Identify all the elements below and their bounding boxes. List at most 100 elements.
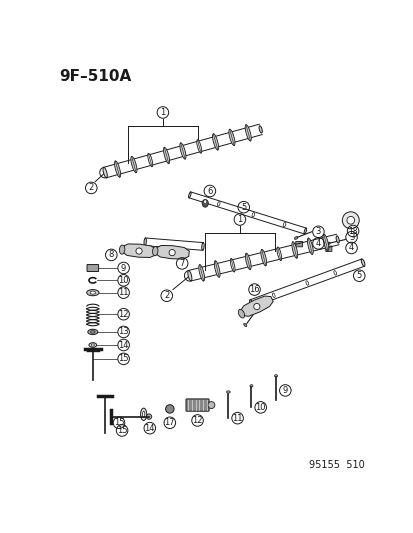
Ellipse shape bbox=[259, 126, 262, 133]
Ellipse shape bbox=[335, 236, 338, 243]
FancyBboxPatch shape bbox=[295, 241, 302, 247]
Text: 8: 8 bbox=[108, 251, 114, 260]
Text: 17: 17 bbox=[164, 418, 175, 427]
Text: 3: 3 bbox=[315, 227, 320, 236]
Ellipse shape bbox=[307, 238, 313, 254]
Circle shape bbox=[342, 212, 358, 229]
Ellipse shape bbox=[188, 270, 191, 281]
Text: 9: 9 bbox=[121, 263, 126, 272]
Text: 6: 6 bbox=[206, 187, 212, 196]
Text: 18: 18 bbox=[347, 227, 357, 236]
Ellipse shape bbox=[88, 329, 97, 335]
Ellipse shape bbox=[249, 385, 252, 387]
Ellipse shape bbox=[201, 243, 204, 251]
Text: 15: 15 bbox=[118, 354, 128, 364]
Ellipse shape bbox=[294, 237, 297, 239]
Ellipse shape bbox=[291, 242, 297, 259]
Ellipse shape bbox=[326, 242, 330, 245]
Text: 7: 7 bbox=[179, 259, 184, 268]
Ellipse shape bbox=[147, 154, 152, 167]
Text: 12: 12 bbox=[118, 310, 128, 319]
Ellipse shape bbox=[226, 391, 230, 393]
Text: 13: 13 bbox=[118, 327, 128, 336]
Ellipse shape bbox=[202, 199, 208, 207]
Ellipse shape bbox=[212, 134, 218, 150]
Ellipse shape bbox=[91, 344, 94, 346]
Ellipse shape bbox=[114, 161, 120, 177]
Ellipse shape bbox=[179, 143, 185, 159]
FancyBboxPatch shape bbox=[325, 246, 331, 252]
Ellipse shape bbox=[140, 408, 146, 421]
Ellipse shape bbox=[188, 192, 191, 198]
Text: 15: 15 bbox=[116, 426, 127, 435]
Ellipse shape bbox=[144, 238, 146, 246]
Text: 10: 10 bbox=[118, 276, 128, 285]
Text: 2: 2 bbox=[88, 183, 94, 192]
Ellipse shape bbox=[142, 411, 145, 417]
Ellipse shape bbox=[198, 264, 204, 281]
Ellipse shape bbox=[103, 167, 107, 177]
Text: 5: 5 bbox=[356, 271, 361, 280]
Ellipse shape bbox=[230, 259, 235, 272]
Ellipse shape bbox=[163, 147, 169, 164]
Ellipse shape bbox=[333, 271, 336, 275]
Text: 5: 5 bbox=[240, 203, 246, 212]
Text: 10: 10 bbox=[255, 403, 265, 412]
Ellipse shape bbox=[252, 213, 254, 217]
Text: 3: 3 bbox=[348, 233, 354, 241]
Ellipse shape bbox=[243, 324, 246, 327]
Ellipse shape bbox=[152, 247, 158, 256]
Ellipse shape bbox=[228, 129, 235, 146]
Text: 1: 1 bbox=[160, 108, 165, 117]
Ellipse shape bbox=[89, 343, 97, 348]
Ellipse shape bbox=[90, 330, 95, 333]
Text: 14: 14 bbox=[144, 424, 155, 433]
Circle shape bbox=[169, 249, 175, 256]
Ellipse shape bbox=[203, 200, 206, 204]
Ellipse shape bbox=[274, 375, 277, 377]
Ellipse shape bbox=[249, 300, 253, 307]
Text: 4: 4 bbox=[348, 244, 353, 253]
Text: 12: 12 bbox=[192, 416, 202, 425]
Text: 16: 16 bbox=[249, 285, 259, 294]
Text: 14: 14 bbox=[118, 341, 128, 350]
Ellipse shape bbox=[131, 156, 137, 173]
Polygon shape bbox=[241, 296, 273, 316]
Ellipse shape bbox=[86, 289, 99, 296]
Circle shape bbox=[146, 414, 151, 419]
Text: 11: 11 bbox=[118, 288, 128, 297]
Text: 95155  510: 95155 510 bbox=[308, 460, 364, 470]
Ellipse shape bbox=[276, 247, 281, 261]
FancyBboxPatch shape bbox=[87, 264, 98, 271]
Text: 1: 1 bbox=[237, 215, 242, 224]
FancyBboxPatch shape bbox=[185, 399, 209, 411]
Circle shape bbox=[253, 303, 259, 310]
Ellipse shape bbox=[305, 281, 308, 285]
Circle shape bbox=[165, 405, 173, 413]
Ellipse shape bbox=[282, 222, 285, 227]
Circle shape bbox=[135, 248, 142, 254]
Ellipse shape bbox=[272, 293, 275, 297]
Ellipse shape bbox=[260, 249, 266, 266]
Text: 11: 11 bbox=[232, 414, 242, 423]
Ellipse shape bbox=[245, 253, 251, 270]
Circle shape bbox=[346, 216, 354, 224]
Text: 9: 9 bbox=[282, 386, 287, 395]
Text: 15: 15 bbox=[114, 418, 124, 427]
Polygon shape bbox=[156, 246, 189, 259]
Circle shape bbox=[207, 401, 214, 408]
Ellipse shape bbox=[217, 201, 219, 206]
Ellipse shape bbox=[119, 245, 125, 254]
Ellipse shape bbox=[303, 228, 306, 234]
Polygon shape bbox=[123, 244, 156, 257]
Ellipse shape bbox=[90, 291, 95, 294]
Ellipse shape bbox=[361, 259, 364, 266]
Ellipse shape bbox=[196, 140, 201, 153]
Ellipse shape bbox=[322, 234, 328, 251]
Ellipse shape bbox=[238, 309, 244, 318]
Text: 9F–510A: 9F–510A bbox=[59, 69, 131, 84]
Ellipse shape bbox=[244, 125, 251, 141]
Text: 4: 4 bbox=[315, 239, 320, 248]
Text: 2: 2 bbox=[164, 291, 169, 300]
Ellipse shape bbox=[214, 261, 220, 277]
